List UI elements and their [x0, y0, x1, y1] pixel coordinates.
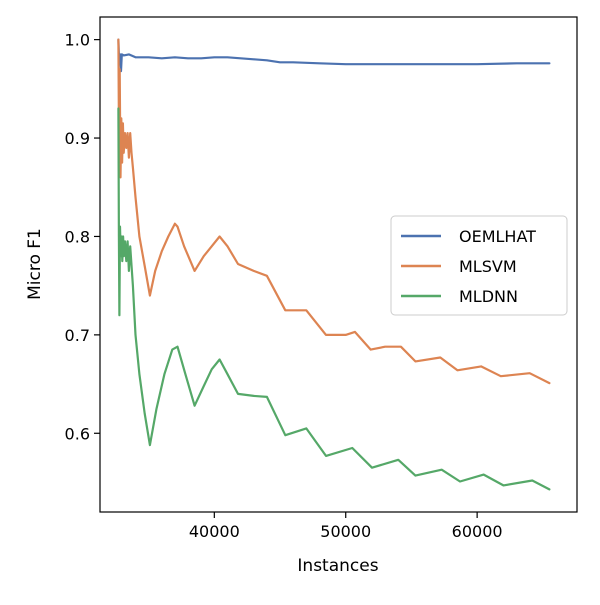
y-tick-label: 0.8 [65, 227, 90, 246]
legend-label-mldnn: MLDNN [459, 287, 518, 306]
x-axis-ticks: 40000 50000 60000 [189, 512, 503, 541]
legend-box [390, 215, 568, 316]
series-line-oemlhat [117, 38, 551, 73]
series-line-mlsvm [117, 38, 551, 385]
x-axis-title: Instances [297, 556, 378, 576]
y-tick-label: 0.9 [65, 129, 90, 148]
x-tick-label: 60000 [452, 522, 503, 541]
y-tick-label: 1.0 [65, 31, 90, 50]
x-tick-label: 40000 [189, 522, 240, 541]
y-axis-title: Micro F1 [25, 228, 45, 300]
y-axis-ticks: 0.6 0.7 0.8 0.9 1.0 [65, 31, 100, 443]
series-layer [117, 38, 551, 491]
legend-label-mlsvm: MLSVM [459, 257, 517, 276]
legend-label-oemlhat: OEMLHAT [459, 227, 536, 246]
x-tick-label: 50000 [320, 522, 371, 541]
y-tick-label: 0.7 [65, 326, 90, 345]
y-tick-label: 0.6 [65, 424, 90, 443]
plot-frame [99, 16, 578, 513]
legend: OEMLHAT MLSVM MLDNN [390, 215, 568, 316]
series-line-mldnn [117, 107, 551, 491]
